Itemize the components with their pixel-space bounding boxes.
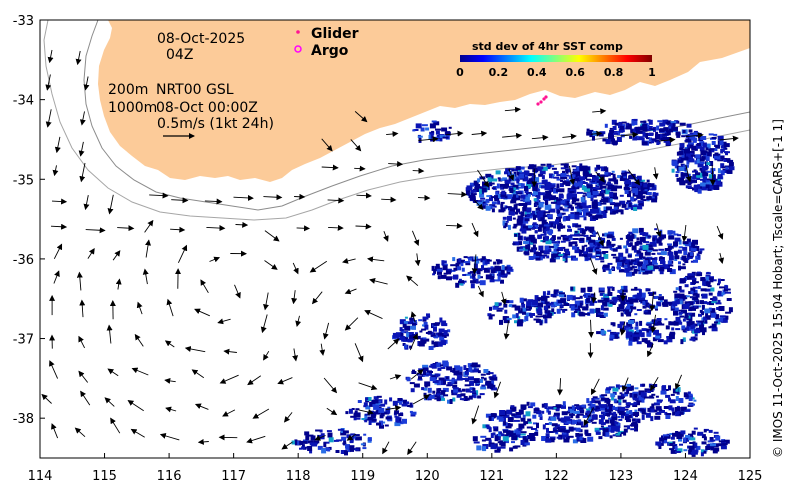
x-tick-label: 117 (221, 469, 246, 484)
x-tick-label: 124 (673, 469, 698, 484)
credit-label: © IMOS 11-Oct-2025 15:04 Hobart; Tscale=… (771, 119, 785, 458)
date-label: 08-Oct-2025 (157, 31, 245, 47)
scale-label: 0.5m/s (1kt 24h) (157, 116, 274, 132)
colorbar-tick-label: 1 (648, 66, 656, 79)
argo-legend-label: Argo (311, 43, 349, 59)
sst-stddev-pixels (291, 118, 735, 457)
x-axis: 114 115 116 117 118 119 120 121 122 123 124 125 (28, 453, 763, 484)
glider-track (536, 95, 548, 106)
depth-1000-label: 1000m (108, 100, 157, 116)
x-tick-label: 122 (544, 469, 569, 484)
x-tick-label: 114 (28, 469, 53, 484)
axes-frame (39, 19, 751, 459)
product-label: NRT00 GSL (156, 82, 234, 98)
y-tick-label: -36 (13, 253, 34, 268)
current-vectors (41, 49, 739, 456)
y-tick-label: -38 (13, 412, 34, 427)
colorbar: std dev of 4hr SST comp 0 0.2 0.4 0.6 0.8 1 (456, 40, 656, 79)
y-axis: -33 -34 -35 -36 -37 -38 (13, 14, 45, 427)
colorbar-ramp (460, 55, 652, 62)
x-tick-label: 121 (479, 469, 504, 484)
x-tick-label: 123 (608, 469, 633, 484)
glider-marker-icon (296, 30, 300, 34)
argo-marker-icon (294, 45, 302, 53)
depth-200-label: 200m (108, 82, 148, 98)
x-tick-label: 118 (286, 469, 311, 484)
x-tick-label: 119 (350, 469, 375, 484)
colorbar-tick-label: 0.4 (527, 66, 547, 79)
colorbar-tick-label: 0.8 (604, 66, 624, 79)
glider-legend-label: Glider (311, 26, 359, 42)
colorbar-title: std dev of 4hr SST comp (472, 40, 623, 53)
y-tick-label: -34 (13, 94, 34, 109)
y-tick-label: -37 (13, 333, 34, 348)
x-tick-label: 120 (415, 469, 440, 484)
isobath-1000m (43, 20, 750, 221)
y-tick-label: -35 (13, 173, 34, 188)
isobath-200m (83, 20, 750, 211)
x-tick-label: 115 (92, 469, 117, 484)
x-tick-label: 116 (157, 469, 182, 484)
y-tick-label: -33 (13, 14, 34, 29)
colorbar-tick-label: 0 (456, 66, 464, 79)
time-label: 04Z (166, 47, 193, 63)
valid-time-label: 08-Oct 00:00Z (156, 100, 258, 116)
x-tick-label: 125 (738, 469, 763, 484)
colorbar-tick-label: 0.6 (565, 66, 585, 79)
colorbar-tick-label: 0.2 (489, 66, 509, 79)
